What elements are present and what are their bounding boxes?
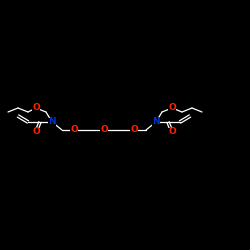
- Text: O: O: [32, 128, 40, 136]
- Text: O: O: [168, 128, 176, 136]
- Text: N: N: [48, 118, 56, 126]
- Text: O: O: [130, 126, 138, 134]
- Text: O: O: [100, 126, 108, 134]
- Text: N: N: [152, 118, 160, 126]
- Text: O: O: [70, 126, 78, 134]
- Text: O: O: [168, 104, 176, 112]
- Text: O: O: [32, 104, 40, 112]
